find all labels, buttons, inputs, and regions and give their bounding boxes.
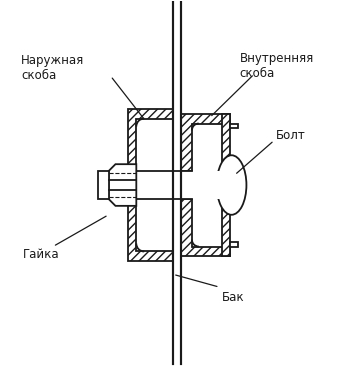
- Ellipse shape: [217, 155, 246, 215]
- Text: Внутренняя
скоба: Внутренняя скоба: [239, 52, 314, 80]
- Bar: [230, 242, 238, 246]
- Polygon shape: [108, 164, 136, 206]
- Text: Наружная
скоба: Наружная скоба: [21, 54, 84, 82]
- Polygon shape: [181, 114, 230, 171]
- Text: Болт: Болт: [276, 129, 306, 142]
- Bar: [230, 123, 238, 129]
- Text: Бак: Бак: [222, 291, 244, 304]
- Polygon shape: [222, 114, 230, 256]
- Polygon shape: [128, 199, 173, 261]
- Text: Гайка: Гайка: [23, 248, 60, 261]
- Bar: [100, 171, 232, 199]
- Polygon shape: [128, 109, 173, 171]
- Bar: [98, 171, 108, 199]
- Polygon shape: [181, 199, 230, 256]
